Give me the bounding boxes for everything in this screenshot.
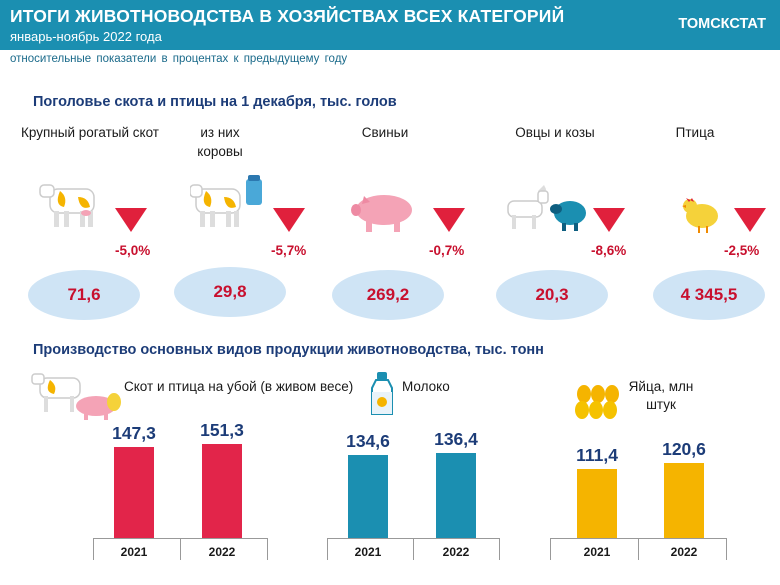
pct-cows: -5,7% [271, 243, 307, 258]
chicken-icon [682, 198, 718, 233]
bar-2022 [202, 444, 242, 538]
data-label: 136,4 [434, 429, 478, 450]
panel-title-meat: Скот и птица на убой (в живом весе) [124, 379, 354, 394]
livestock-label-poultry: Птица [675, 125, 715, 140]
pct-poultry: -2,5% [724, 243, 760, 258]
x-axis-tick [327, 538, 328, 560]
pig-icon [351, 195, 412, 232]
data-label: 120,6 [662, 439, 706, 460]
livestock-label-pigs: Свиньи [361, 125, 409, 140]
down-arrow-icon [734, 208, 766, 232]
page-title: ИТОГИ ЖИВОТНОВОДСТВА В ХОЗЯЙСТВАХ ВСЕХ К… [10, 6, 565, 26]
value-cows: 29,8 [174, 267, 286, 317]
header-bar: ИТОГИ ЖИВОТНОВОДСТВА В ХОЗЯЙСТВАХ ВСЕХ К… [0, 0, 780, 50]
data-label: 134,6 [346, 430, 390, 451]
livestock-label-sheep: Овцы и козы [515, 125, 595, 140]
milk-bottle-icon [371, 372, 393, 415]
x-tick-label: 2022 [442, 545, 470, 559]
x-axis-tick [499, 538, 500, 560]
livestock-section-title: Поголовье скота и птицы на 1 декабря, ты… [33, 94, 397, 110]
panel-title-eggs: Яйца, млн штук [628, 379, 694, 412]
x-axis-tick [93, 538, 94, 560]
pct-pigs: -0,7% [429, 243, 465, 258]
bar-2022 [664, 463, 704, 538]
data-label: 151,3 [200, 420, 244, 441]
value-poultry: 4 345,5 [653, 270, 765, 320]
cow-pig-icon [31, 373, 121, 420]
cow-milk-icon [190, 175, 262, 227]
livestock-label-cows: из них коровы [197, 125, 243, 159]
value-cattle: 71,6 [28, 270, 140, 320]
x-axis-tick [267, 538, 268, 560]
pct-sheep: -8,6% [591, 243, 627, 258]
goat-sheep-icon [507, 185, 586, 231]
note-text: относительные показатели в процентах к п… [10, 53, 348, 65]
down-arrow-icon [593, 208, 625, 232]
data-label: 147,3 [112, 422, 156, 443]
bar-2021 [348, 454, 388, 538]
down-arrow-icon [433, 208, 465, 232]
pct-cattle: -5,0% [115, 243, 151, 258]
down-arrow-icon [115, 208, 147, 232]
value-sheep: 20,3 [496, 270, 608, 320]
down-arrow-icon [273, 208, 305, 232]
x-tick-label: 2021 [354, 545, 382, 559]
page-subtitle: январь-ноябрь 2022 года [10, 29, 162, 44]
bar-2022 [436, 453, 476, 538]
x-axis-tick [180, 538, 181, 560]
x-tick-label: 2022 [208, 545, 236, 559]
eggs-icon [575, 385, 619, 419]
x-tick-label: 2022 [670, 545, 698, 559]
data-label: 111,4 [576, 444, 618, 465]
production-section-title: Производство основных видов продукции жи… [33, 342, 544, 358]
panel-title-milk: Молоко [402, 379, 450, 394]
x-axis-tick [638, 538, 639, 560]
x-axis-tick [413, 538, 414, 560]
value-pigs: 269,2 [332, 270, 444, 320]
brand-logo-text: ТОМСКСТАТ [678, 16, 766, 32]
bar-2021 [114, 446, 154, 538]
bar-2021 [577, 468, 617, 538]
x-tick-label: 2021 [120, 545, 148, 559]
x-axis-tick [550, 538, 551, 560]
cow-icon [39, 184, 95, 227]
x-tick-label: 2021 [583, 545, 611, 559]
livestock-label-cattle: Крупный рогатый скот [21, 125, 159, 140]
x-axis-tick [726, 538, 727, 560]
